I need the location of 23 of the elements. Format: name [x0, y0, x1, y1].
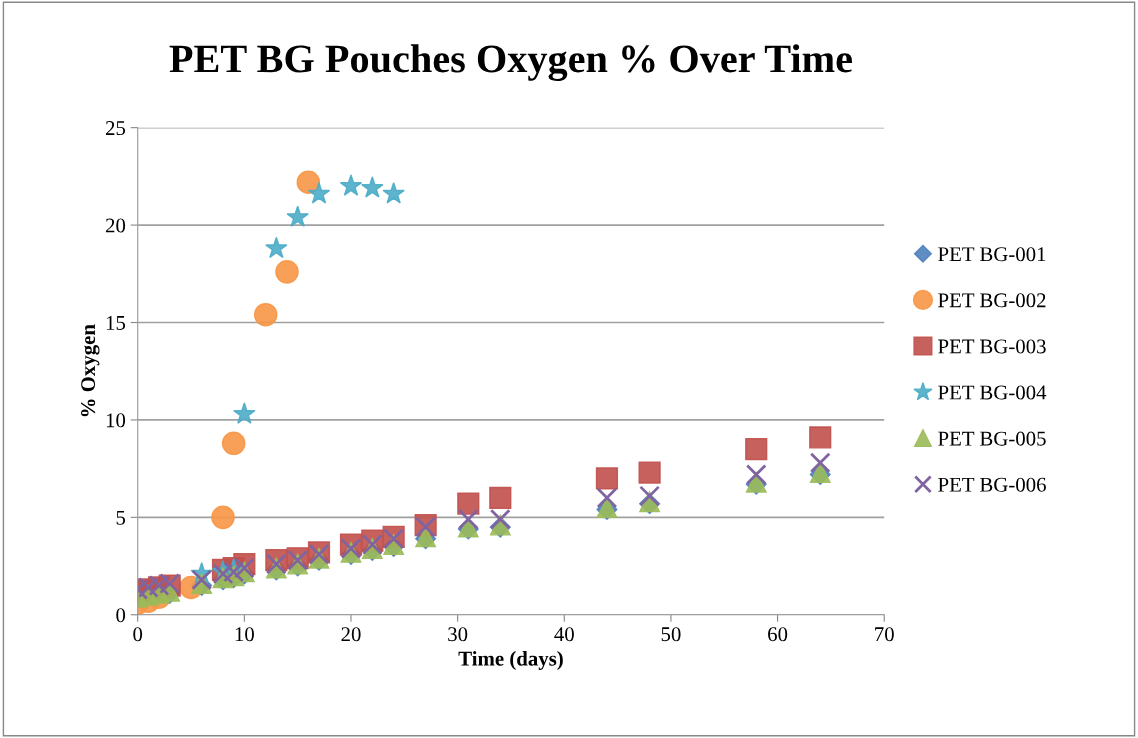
legend-label: PET BG-006 [938, 477, 1046, 492]
x-axis-title: Time (days) [458, 651, 563, 670]
x-tick-label: 20 [341, 627, 361, 642]
x-tick-label: 60 [768, 627, 788, 642]
x-tick-label: 50 [661, 627, 681, 642]
y-tick-label: 20 [105, 218, 126, 233]
y-tick-label: 0 [116, 608, 126, 623]
x-tick-label: 30 [448, 627, 468, 642]
y-tick-label: 15 [106, 315, 126, 330]
legend-label: PET BG-004 [938, 385, 1047, 400]
legend-label: PET BG-005 [938, 431, 1046, 446]
x-tick-label: 40 [554, 627, 574, 642]
legend-label: PET BG-002 [938, 293, 1046, 308]
chart-title: PET BG Pouches Oxygen % Over Time [169, 44, 852, 82]
x-tick-label: 10 [235, 627, 254, 642]
y-axis-title: % Oxygen [81, 324, 100, 417]
legend-label: PET BG-003 [938, 339, 1046, 354]
y-tick-label: 10 [106, 413, 126, 428]
x-tick-label: 0 [133, 627, 143, 642]
y-tick-label: 25 [105, 121, 126, 136]
y-tick-label: 5 [116, 510, 126, 525]
legend-label: PET BG-001 [938, 247, 1046, 262]
x-tick-label: 70 [875, 627, 894, 642]
